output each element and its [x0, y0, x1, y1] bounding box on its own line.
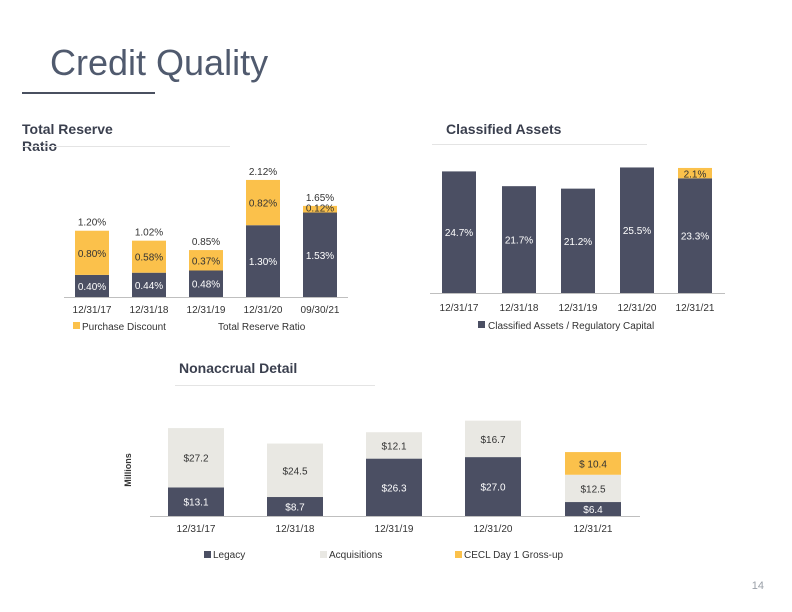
total-reserve-ratio-bar	[303, 205, 337, 213]
legend-classified-assets: Classified Assets / Regulatory Capital	[488, 321, 654, 332]
nonaccrual-detail-category-label: 12/31/18	[276, 524, 315, 535]
nonaccrual-detail-bar	[465, 457, 521, 516]
classified-assets-bar	[678, 167, 712, 179]
legend-swatch-classified	[478, 321, 485, 328]
nonaccrual-detail-segment-label: $26.3	[381, 483, 406, 494]
classified-assets-segment-label: 23.3%	[681, 232, 709, 243]
classified-assets-segment-label: 24.7%	[445, 228, 473, 239]
total-reserve-ratio-bar	[75, 274, 109, 297]
total-reserve-ratio-bar	[189, 270, 223, 297]
nonaccrual-detail-segment-label: $8.7	[285, 503, 305, 514]
total-reserve-ratio-bar	[303, 212, 337, 297]
reserve-title-rule	[22, 146, 230, 147]
classified-assets-category-label: 12/31/20	[618, 303, 657, 314]
nonaccrual-detail-bar	[168, 428, 224, 488]
legend-total-reserve-ratio: Total Reserve Ratio	[218, 322, 306, 333]
total-reserve-ratio-segment-label: 0.58%	[135, 253, 163, 264]
nonaccrual-detail-bar	[267, 497, 323, 516]
total-reserve-ratio-segment-label: 1.53%	[306, 251, 334, 262]
nonaccrual-detail-bar	[565, 502, 621, 516]
classified-assets-segment-label: 21.7%	[505, 236, 533, 247]
nonaccrual-detail-bar	[366, 458, 422, 516]
title-underline	[22, 92, 155, 94]
classified-assets-segment-label: 25.5%	[623, 226, 651, 237]
nonaccrual-detail-segment-label: $ 10.4	[579, 459, 607, 470]
total-reserve-ratio-bar	[132, 240, 166, 273]
total-reserve-ratio-bar	[246, 225, 280, 297]
nonaccrual-detail-bar	[267, 443, 323, 498]
total-reserve-ratio-total-label: 1.20%	[78, 218, 106, 229]
legend-swatch-0	[204, 551, 211, 558]
classified-assets-bar	[678, 178, 712, 293]
total-reserve-ratio-category-label: 09/30/21	[301, 305, 340, 316]
classified-title-rule	[432, 144, 647, 145]
total-reserve-ratio-total-label: 2.12%	[249, 167, 277, 178]
nonaccrual-detail-bar	[366, 432, 422, 459]
nonaccrual-detail-segment-label: $12.5	[580, 484, 605, 495]
nonaccrual-detail-bar	[565, 452, 621, 475]
total-reserve-ratio-category-label: 12/31/18	[130, 305, 169, 316]
classified-assets-bar	[620, 167, 654, 293]
total-reserve-ratio-total-label: 1.65%	[306, 193, 334, 204]
nonaccrual-detail-category-label: 12/31/19	[375, 524, 414, 535]
total-reserve-ratio-total-label: 0.85%	[192, 237, 220, 248]
classified-assets-category-label: 12/31/19	[559, 303, 598, 314]
total-reserve-ratio-bar	[132, 272, 166, 297]
legend-purchase-discount: Purchase Discount	[82, 322, 166, 333]
total-reserve-ratio-segment-label: 0.48%	[192, 280, 220, 291]
nonaccrual-detail-bar	[565, 474, 621, 503]
total-reserve-ratio-total-label: 1.02%	[135, 228, 163, 239]
classified-assets-bar	[502, 186, 536, 293]
nonaccrual-detail-segment-label: $24.5	[282, 466, 307, 477]
nonaccrual-detail-segment-label: $27.2	[183, 454, 208, 465]
classified-assets-category-label: 12/31/17	[440, 303, 479, 314]
total-reserve-ratio-segment-label: 0.40%	[78, 282, 106, 293]
page-title: Credit Quality	[50, 42, 269, 83]
legend-swatch-1	[320, 551, 327, 558]
classified-assets-category-label: 12/31/18	[500, 303, 539, 314]
total-reserve-ratio-bar	[75, 230, 109, 275]
classified-assets-segment-label: 2.1%	[684, 169, 707, 180]
nonaccrual-title-rule	[175, 385, 375, 386]
legend-swatch-2	[455, 551, 462, 558]
total-reserve-ratio-category-label: 12/31/19	[187, 305, 226, 316]
total-reserve-ratio-category-label: 12/31/20	[244, 305, 283, 316]
nonaccrual-detail-y-axis-label: Millions	[123, 453, 133, 487]
nonaccrual-detail-bar	[168, 487, 224, 516]
total-reserve-ratio-segment-label: 0.82%	[249, 199, 277, 210]
nonaccrual-detail-segment-label: $13.1	[183, 498, 208, 509]
nonaccrual-chart-title: Nonaccrual Detail	[179, 360, 298, 376]
nonaccrual-detail-category-label: 12/31/20	[474, 524, 513, 535]
page-number: 14	[751, 580, 764, 592]
total-reserve-ratio-segment-label: 0.80%	[78, 249, 106, 260]
nonaccrual-detail-bar	[465, 420, 521, 458]
nonaccrual-detail-segment-label: $12.1	[381, 441, 406, 452]
classified-assets-category-label: 12/31/21	[676, 303, 715, 314]
classified-assets-bar	[442, 171, 476, 293]
classified-assets-segment-label: 21.2%	[564, 237, 592, 248]
total-reserve-ratio-segment-label: 0.12%	[306, 204, 334, 215]
nonaccrual-detail-segment-label: $16.7	[480, 435, 505, 446]
classified-chart-title: Classified Assets	[446, 121, 562, 137]
total-reserve-ratio-segment-label: 1.30%	[249, 257, 277, 268]
legend-item: Legacy	[213, 550, 245, 561]
nonaccrual-detail-segment-label: $27.0	[480, 483, 505, 494]
total-reserve-ratio-bar	[246, 179, 280, 226]
total-reserve-ratio-bar	[189, 250, 223, 271]
total-reserve-ratio-segment-label: 0.37%	[192, 256, 220, 267]
nonaccrual-detail-category-label: 12/31/21	[574, 524, 613, 535]
classified-assets-bar	[561, 188, 595, 293]
legend-item: CECL Day 1 Gross-up	[464, 550, 564, 561]
legend-swatch-purchase-discount	[73, 322, 80, 329]
total-reserve-ratio-segment-label: 0.44%	[135, 281, 163, 292]
nonaccrual-detail-segment-label: $6.4	[583, 505, 603, 516]
total-reserve-ratio-category-label: 12/31/17	[73, 305, 112, 316]
legend-item: Acquisitions	[329, 550, 382, 561]
nonaccrual-detail-category-label: 12/31/17	[177, 524, 216, 535]
